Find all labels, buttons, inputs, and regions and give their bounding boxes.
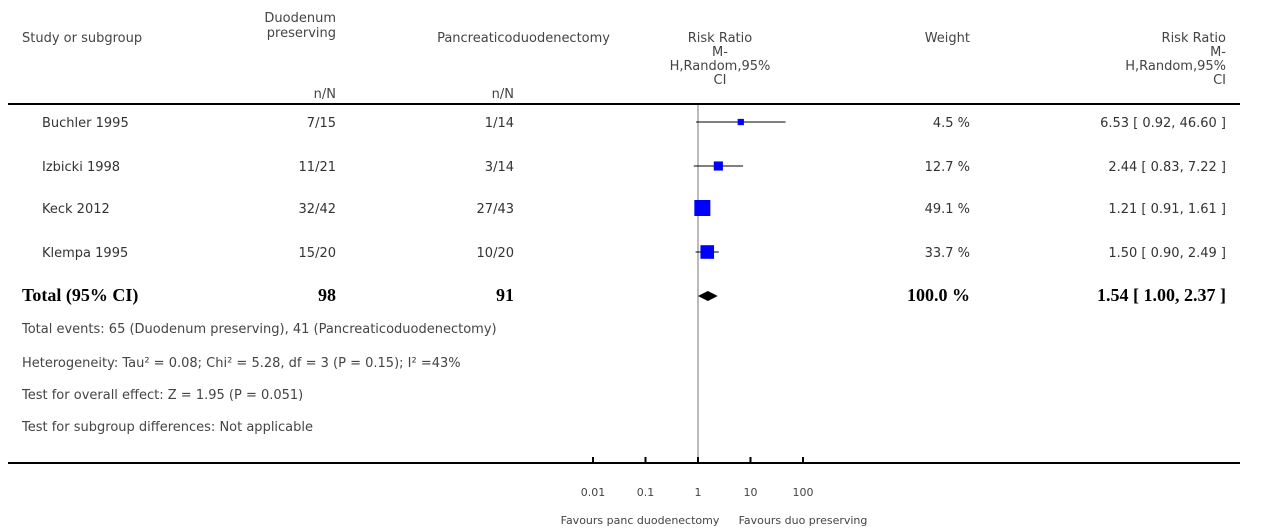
axis-tick-label: 100	[793, 486, 814, 499]
favours-left-label: Favours panc duodenectomy	[560, 514, 720, 527]
study-weight: 4.5 %	[932, 116, 970, 131]
header-rule	[8, 103, 1240, 105]
total-label: Total (95% CI)	[22, 285, 139, 305]
header-rr-text-line2: M-	[1210, 45, 1226, 60]
study-group2-events: 3/14	[484, 160, 514, 175]
header-rr-plot-line3: H,Random,95%	[669, 59, 771, 74]
study-group2-events: 10/20	[476, 246, 514, 261]
point-marker	[694, 200, 711, 216]
study-weight: 12.7 %	[924, 160, 970, 175]
study-weight: 33.7 %	[924, 246, 970, 261]
study-name: Buchler 1995	[42, 116, 129, 131]
study-risk-ratio-ci: 1.50 [ 0.90, 2.49 ]	[1108, 246, 1226, 261]
study-group1-events: 7/15	[306, 116, 336, 131]
study-risk-ratio-ci: 6.53 [ 0.92, 46.60 ]	[1100, 116, 1226, 131]
point-marker	[700, 245, 715, 259]
point-marker	[713, 161, 723, 171]
header-rr-plot-line1: Risk Ratio	[687, 31, 753, 46]
favours-right-label: Favours duo preserving	[738, 514, 868, 527]
axis-tick-label: 0.1	[637, 486, 655, 499]
study-group1-events: 15/20	[298, 246, 336, 261]
study-group1-events: 32/42	[298, 202, 336, 217]
header-study: Study or subgroup	[22, 31, 143, 46]
study-group1-events: 11/21	[298, 160, 336, 175]
study-name: Klempa 1995	[42, 246, 129, 261]
footnote-heterogeneity: Heterogeneity: Tau² = 0.08; Chi² = 5.28,…	[22, 356, 461, 371]
total-group2: 91	[496, 285, 514, 305]
header-rr-text-line4: CI	[1213, 73, 1226, 88]
footnote-total-events: Total events: 65 (Duodenum preserving), …	[22, 322, 497, 337]
header-group1-nN: n/N	[313, 87, 336, 102]
axis-tick-label: 0.01	[581, 486, 606, 499]
study-name: Izbicki 1998	[42, 160, 121, 175]
header-group2: Pancreaticoduodenectomy	[437, 31, 610, 46]
study-group2-events: 27/43	[476, 202, 514, 217]
footnote-overall-effect: Test for overall effect: Z = 1.95 (P = 0…	[22, 388, 304, 403]
study-risk-ratio-ci: 2.44 [ 0.83, 7.22 ]	[1108, 160, 1226, 175]
total-risk-ratio-ci: 1.54 [ 1.00, 2.37 ]	[1097, 285, 1226, 305]
total-group1: 98	[318, 285, 336, 305]
axis-tick-label: 1	[695, 486, 702, 499]
study-risk-ratio-ci: 1.21 [ 0.91, 1.61 ]	[1108, 202, 1226, 217]
study-group2-events: 1/14	[484, 116, 514, 131]
header-rr-text-line1: Risk Ratio	[1161, 31, 1226, 46]
header-group1-line2: preserving	[266, 26, 336, 41]
header-weight: Weight	[924, 31, 970, 46]
header-group1-line1: Duodenum	[264, 11, 336, 26]
header-rr-plot-line2: M-	[712, 45, 728, 60]
point-marker	[737, 118, 744, 126]
total-weight: 100.0 %	[907, 285, 970, 305]
study-name: Keck 2012	[42, 202, 110, 217]
pooled-diamond	[698, 291, 718, 301]
header-group2-nN: n/N	[491, 87, 514, 102]
footnote-subgroup-differences: Test for subgroup differences: Not appli…	[22, 420, 314, 435]
header-rr-plot-line4: CI	[713, 73, 727, 88]
study-weight: 49.1 %	[924, 202, 970, 217]
axis-tick-label: 10	[744, 486, 758, 499]
bottom-rule	[8, 462, 1240, 464]
header-rr-text-line3: H,Random,95%	[1125, 59, 1226, 74]
